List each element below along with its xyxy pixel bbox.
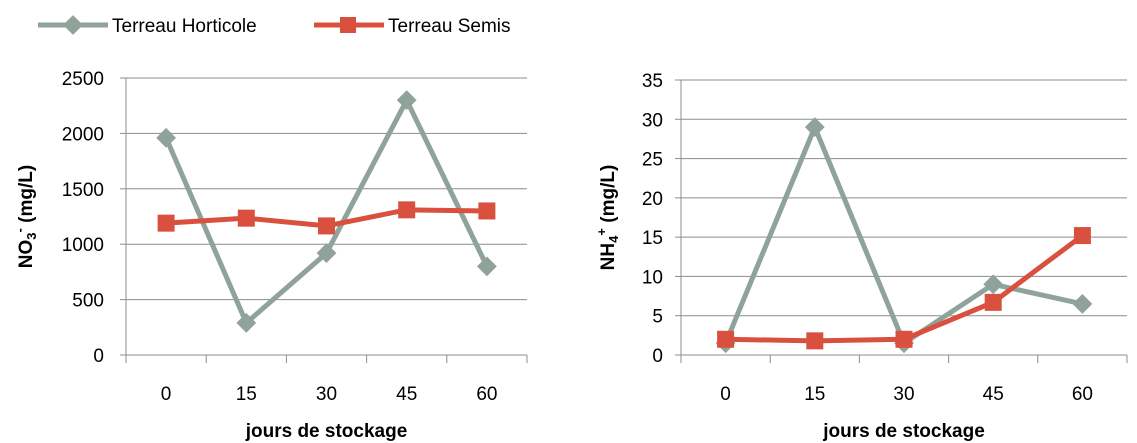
x-tick-label: 45: [396, 384, 417, 405]
y-tick-label: 15: [642, 228, 663, 249]
axes: [120, 77, 528, 363]
x-tick-label: 45: [983, 384, 1004, 405]
axes: [675, 79, 1128, 363]
y-tick-label: 35: [642, 71, 663, 92]
y-tick-label: 0: [93, 346, 104, 367]
y-tick-label: 0: [652, 346, 663, 367]
x-tick-label: 30: [316, 384, 337, 405]
x-tick-label: 15: [804, 384, 825, 405]
data-point-square: [984, 293, 1002, 311]
x-tick-label: 15: [236, 384, 257, 405]
legend-label-horticole: Terreau Horticole: [112, 16, 257, 37]
x-axis-title: jours de stockage: [822, 421, 985, 442]
x-tick-label: 60: [1072, 384, 1093, 405]
y-tick-label: 2500: [62, 69, 104, 90]
y-tick-labels: 0 5 10 15 20 25 30 35: [642, 71, 663, 367]
legend-item-semis: Terreau Semis: [314, 16, 511, 37]
data-point-diamond: [396, 90, 417, 111]
grid-lines: [126, 77, 527, 301]
series-line-square: [725, 233, 1084, 344]
legend: Terreau Horticole Terreau Semis: [38, 15, 511, 37]
y-axis-title-base: NO: [16, 240, 37, 269]
data-point-square: [895, 330, 913, 348]
y-axis-title: NH4+ (mg/L): [594, 165, 621, 271]
grid-lines: [681, 79, 1127, 317]
y-axis-title-superscript: +: [594, 228, 609, 236]
legend-label-semis: Terreau Semis: [388, 16, 511, 37]
x-tick-label: 0: [720, 384, 731, 405]
x-tick-labels: 0 15 30 45 60: [161, 384, 498, 405]
data-point-square: [717, 330, 735, 348]
y-tick-label: 1000: [62, 235, 104, 256]
chart-nitrate: 0 500 1000 1500 2000 2500 0 15 30 45 60 jours de …: [12, 69, 528, 442]
data-point-square: [318, 217, 335, 235]
y-tick-label: 2000: [62, 124, 104, 145]
data-point-diamond: [983, 274, 1004, 295]
data-point-diamond: [477, 256, 497, 277]
series-line-diamond: [723, 124, 1083, 346]
x-tick-label: 30: [893, 384, 914, 405]
y-tick-label: 20: [642, 189, 663, 210]
y-tick-label: 1500: [62, 180, 104, 201]
x-axis-title: jours de stockage: [245, 421, 408, 442]
y-axis-title-subscript: 3: [24, 232, 39, 239]
y-tick-label: 5: [652, 307, 663, 328]
y-axis-title-superscript: -: [12, 228, 27, 232]
data-point-diamond: [156, 127, 176, 148]
legend-square-marker: [340, 17, 356, 33]
data-point-diamond: [316, 243, 337, 263]
y-axis-title-unit: (mg/L): [598, 165, 619, 228]
x-tick-labels: 0 15 30 45 60: [720, 384, 1093, 405]
legend-diamond-marker: [63, 15, 83, 35]
data-series: [715, 117, 1093, 354]
data-point-square: [1073, 227, 1091, 245]
data-point-square: [237, 209, 255, 227]
y-tick-label: 30: [642, 110, 663, 131]
x-tick-label: 0: [161, 384, 172, 405]
y-axis-title-unit: (mg/L): [16, 165, 37, 228]
data-point-diamond: [804, 117, 825, 138]
y-tick-label: 25: [642, 150, 663, 171]
data-point-square: [157, 214, 175, 232]
data-point-square: [398, 201, 416, 219]
y-tick-labels: 0 500 1000 1500 2000 2500: [62, 69, 104, 367]
y-axis-title-subscript: 4: [606, 235, 621, 243]
data-point-square: [806, 332, 824, 350]
y-axis-title-base: NH: [598, 243, 619, 270]
y-tick-label: 500: [72, 291, 104, 312]
data-point-square: [478, 202, 496, 220]
x-tick-label: 60: [476, 384, 497, 405]
chart-ammonium: 0 5 10 15 20 25 30 35 0 15 30 45 60 jours de stocka…: [594, 71, 1128, 442]
data-point-diamond: [236, 312, 257, 333]
data-series: [156, 90, 497, 333]
legend-item-horticole: Terreau Horticole: [38, 15, 257, 37]
y-tick-label: 10: [642, 267, 663, 288]
y-axis-title: NO3- (mg/L): [12, 165, 39, 268]
data-point-diamond: [1072, 294, 1093, 314]
